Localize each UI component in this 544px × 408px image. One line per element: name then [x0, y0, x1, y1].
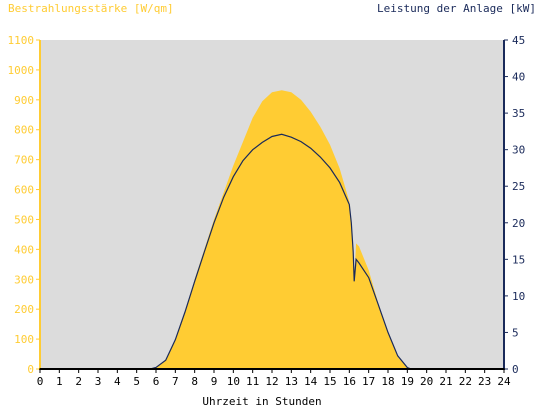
x-tick-label: 11 — [246, 375, 259, 388]
x-tick-label: 7 — [172, 375, 179, 388]
y-right-tick-label: 10 — [512, 290, 525, 303]
x-tick-label: 9 — [211, 375, 218, 388]
x-tick-label: 22 — [459, 375, 472, 388]
x-ticks: 0 1 2 3 4 5 6 7 8 9 10 11 12 13 14 15 16 17 18 19 20 21 22 23 24 — [37, 369, 511, 388]
power-line — [40, 133, 504, 370]
y-left-tick-label: 300 — [14, 273, 34, 286]
x-tick-label: 21 — [439, 375, 452, 388]
y-left-tick-label: 0 — [27, 363, 34, 376]
y-left-tick-label: 800 — [14, 124, 34, 137]
x-tick-label: 5 — [133, 375, 140, 388]
y-left-tick-label: 400 — [14, 243, 34, 256]
x-tick-label: 6 — [153, 375, 160, 388]
x-tick-label: 23 — [478, 375, 491, 388]
y-left-tick-label: 600 — [14, 184, 34, 197]
x-tick-label: 14 — [304, 375, 318, 388]
y-right-tick-label: 5 — [512, 326, 519, 339]
y-right-tick-label: 30 — [512, 144, 525, 157]
power-line-layer — [40, 133, 504, 370]
y-left-ticks: 0 100 200 300 400 500 600 700 800 900 1000 1100 — [8, 34, 40, 376]
y-right-tick-label: 15 — [512, 253, 525, 266]
y-left-tick-label: 100 — [14, 333, 34, 346]
x-tick-label: 1 — [56, 375, 63, 388]
left-axis-title: Bestrahlungsstärke [W/qm] — [8, 2, 174, 15]
y-right-tick-label: 0 — [512, 363, 519, 376]
y-right-tick-label: 35 — [512, 107, 525, 120]
y-right-tick-label: 40 — [512, 71, 525, 84]
x-tick-label: 18 — [381, 375, 394, 388]
x-tick-label: 20 — [420, 375, 433, 388]
x-tick-label: 0 — [37, 375, 44, 388]
x-tick-label: 3 — [95, 375, 102, 388]
x-tick-label: 10 — [227, 375, 240, 388]
x-tick-label: 13 — [285, 375, 298, 388]
x-tick-label: 19 — [401, 375, 414, 388]
x-tick-label: 8 — [191, 375, 198, 388]
y-left-tick-label: 1100 — [8, 34, 35, 47]
x-tick-label: 4 — [114, 375, 121, 388]
y-left-tick-label: 1000 — [8, 64, 35, 77]
y-left-tick-label: 900 — [14, 94, 34, 107]
irradiance-area-layer — [40, 90, 504, 369]
x-tick-label: 15 — [323, 375, 336, 388]
x-tick-label: 16 — [343, 375, 356, 388]
x-tick-label: 24 — [497, 375, 511, 388]
y-right-ticks: 0 5 10 15 20 25 30 35 40 45 — [504, 34, 525, 376]
irradiance-area — [40, 90, 504, 369]
y-right-tick-label: 25 — [512, 180, 525, 193]
y-right-tick-label: 20 — [512, 217, 525, 230]
y-left-tick-label: 200 — [14, 303, 34, 316]
x-axis-label: Uhrzeit in Stunden — [202, 395, 321, 408]
right-axis-title: Leistung der Anlage [kW] — [377, 2, 536, 15]
x-tick-label: 2 — [75, 375, 82, 388]
y-left-tick-label: 700 — [14, 154, 34, 167]
x-tick-label: 12 — [265, 375, 278, 388]
y-right-tick-label: 45 — [512, 34, 525, 47]
x-tick-label: 17 — [362, 375, 375, 388]
y-left-tick-label: 500 — [14, 213, 34, 226]
